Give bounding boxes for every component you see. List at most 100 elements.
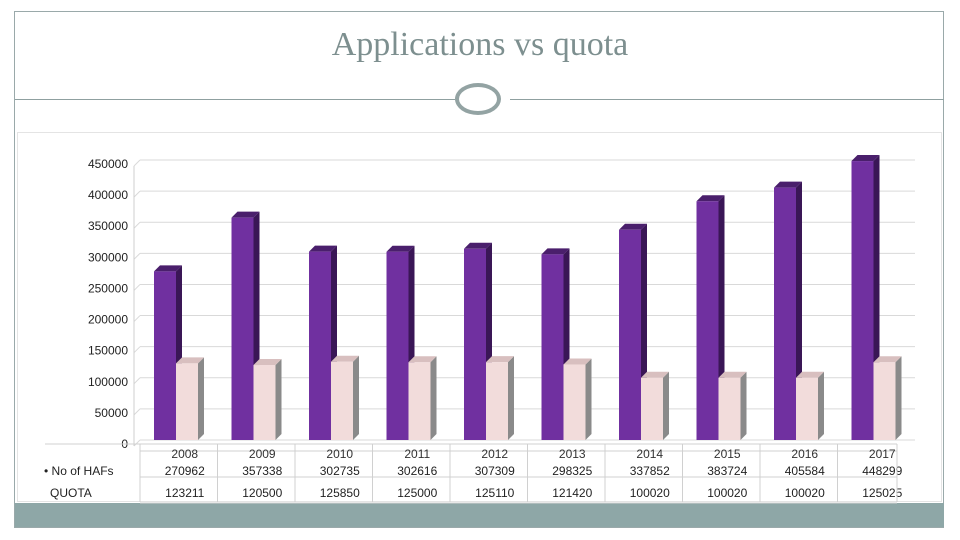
bar-quota xyxy=(486,356,514,440)
bar-applications-front xyxy=(774,187,796,440)
bar-applications-front xyxy=(386,251,409,440)
table-cell-applications: 337852 xyxy=(630,464,670,478)
bar-quota-front xyxy=(873,362,896,440)
y-tick-label: 50000 xyxy=(95,406,129,420)
bar-quota xyxy=(253,359,282,440)
bar-quota xyxy=(408,356,437,440)
bar-quota-front xyxy=(331,361,353,440)
bar-quota-front xyxy=(563,364,586,440)
gridline-side xyxy=(133,252,141,260)
table-cell-quota: 125850 xyxy=(320,486,360,500)
bar-applications-top xyxy=(619,223,647,230)
gridline-side xyxy=(133,315,141,322)
bar-quota-side xyxy=(663,371,669,440)
y-tick-label: 300000 xyxy=(88,250,128,264)
y-tick-label: 250000 xyxy=(88,281,128,295)
table-cell-quota: 120500 xyxy=(242,486,282,500)
bar-quota-front xyxy=(176,363,198,440)
table-cell-applications: 448299 xyxy=(862,464,902,478)
bar-quota-side xyxy=(430,356,437,440)
bar-quota-front xyxy=(408,362,431,440)
bar-quota-side xyxy=(585,358,592,440)
y-tick-label: 400000 xyxy=(88,188,128,202)
table-cell-applications: 307309 xyxy=(475,464,515,478)
table-cell-quota: 100020 xyxy=(785,486,825,500)
bar-quota xyxy=(563,358,592,440)
bar-quota-front xyxy=(796,377,818,440)
bar-applications-top xyxy=(696,195,725,202)
bar-applications-top xyxy=(231,211,260,218)
gridline-side xyxy=(133,221,141,229)
bar-quota xyxy=(718,371,747,440)
slide-title: Applications vs quota xyxy=(331,26,629,63)
bar-applications-front xyxy=(851,161,874,440)
category-label: 2008 xyxy=(171,447,198,461)
table-cell-quota: 125000 xyxy=(397,486,437,500)
bar-applications-front xyxy=(541,254,564,440)
title-divider-left xyxy=(15,99,455,100)
bar-applications-top xyxy=(154,265,182,272)
bar-quota-front xyxy=(253,365,276,440)
bar-applications-top xyxy=(774,181,802,188)
bar-quota-top xyxy=(563,358,592,365)
title-ornament-ring xyxy=(455,83,501,115)
category-label: 2009 xyxy=(249,447,276,461)
bar-quota xyxy=(873,356,902,440)
gridline-side xyxy=(133,408,141,416)
table-cell-applications: 357338 xyxy=(242,464,282,478)
bar-quota-front xyxy=(641,377,663,440)
bar-applications-front xyxy=(231,217,254,440)
bar-quota-side xyxy=(818,371,824,440)
y-tick-label: 150000 xyxy=(88,344,128,358)
bar-quota-front xyxy=(486,362,508,440)
bar-quota-top xyxy=(331,355,359,362)
table-cell-applications: 270962 xyxy=(165,464,205,478)
category-label: 2011 xyxy=(404,447,430,461)
bar-applications-front xyxy=(696,201,719,440)
gridline-side xyxy=(133,346,141,354)
y-tick-label: 200000 xyxy=(88,313,128,327)
category-label: 2015 xyxy=(714,447,741,461)
table-cell-quota: 125110 xyxy=(475,486,514,500)
bar-quota-side xyxy=(353,355,359,440)
bar-applications-front xyxy=(309,251,331,440)
chart-area xyxy=(17,132,942,502)
gridline-side xyxy=(133,377,141,385)
bar-quota-top xyxy=(253,359,282,366)
bar-quota-side xyxy=(895,356,902,440)
bar-quota xyxy=(796,371,824,440)
y-tick-label: 450000 xyxy=(88,157,128,171)
bar-applications-top xyxy=(464,242,492,249)
legend-label-applications: • No of HAFs xyxy=(44,464,114,478)
bar-applications-front xyxy=(464,248,486,440)
gridline-side xyxy=(133,284,141,291)
bar-applications-top xyxy=(541,248,570,255)
bar-quota-side xyxy=(198,357,204,440)
table-cell-quota: 100020 xyxy=(707,486,747,500)
bar-quota xyxy=(331,355,359,440)
bar-quota-side xyxy=(275,359,282,440)
bar-quota-front xyxy=(718,377,741,440)
bar-quota-top xyxy=(796,371,824,378)
slide-frame xyxy=(14,11,944,528)
y-tick-label: 350000 xyxy=(88,219,128,233)
category-label: 2010 xyxy=(326,447,353,461)
table-cell-applications: 383724 xyxy=(707,464,747,478)
bar-quota-top xyxy=(873,356,902,363)
category-label: 2013 xyxy=(559,447,586,461)
table-cell-applications: 405584 xyxy=(785,464,825,478)
bar-quota-side xyxy=(508,356,514,440)
title-divider-right xyxy=(510,99,944,100)
table-cell-applications: 302735 xyxy=(320,464,360,478)
table-cell-applications: 298325 xyxy=(552,464,592,478)
bar-quota xyxy=(641,371,669,440)
bar-quota-top xyxy=(408,356,437,363)
table-cell-quota: 125025 xyxy=(862,486,902,500)
bar-quota-top xyxy=(486,356,514,363)
legend-label-quota: QUOTA xyxy=(50,486,92,500)
category-label: 2014 xyxy=(636,447,663,461)
bar-quota-top xyxy=(176,357,204,364)
category-label: 2017 xyxy=(869,447,896,461)
bar-applications-front xyxy=(154,271,176,440)
